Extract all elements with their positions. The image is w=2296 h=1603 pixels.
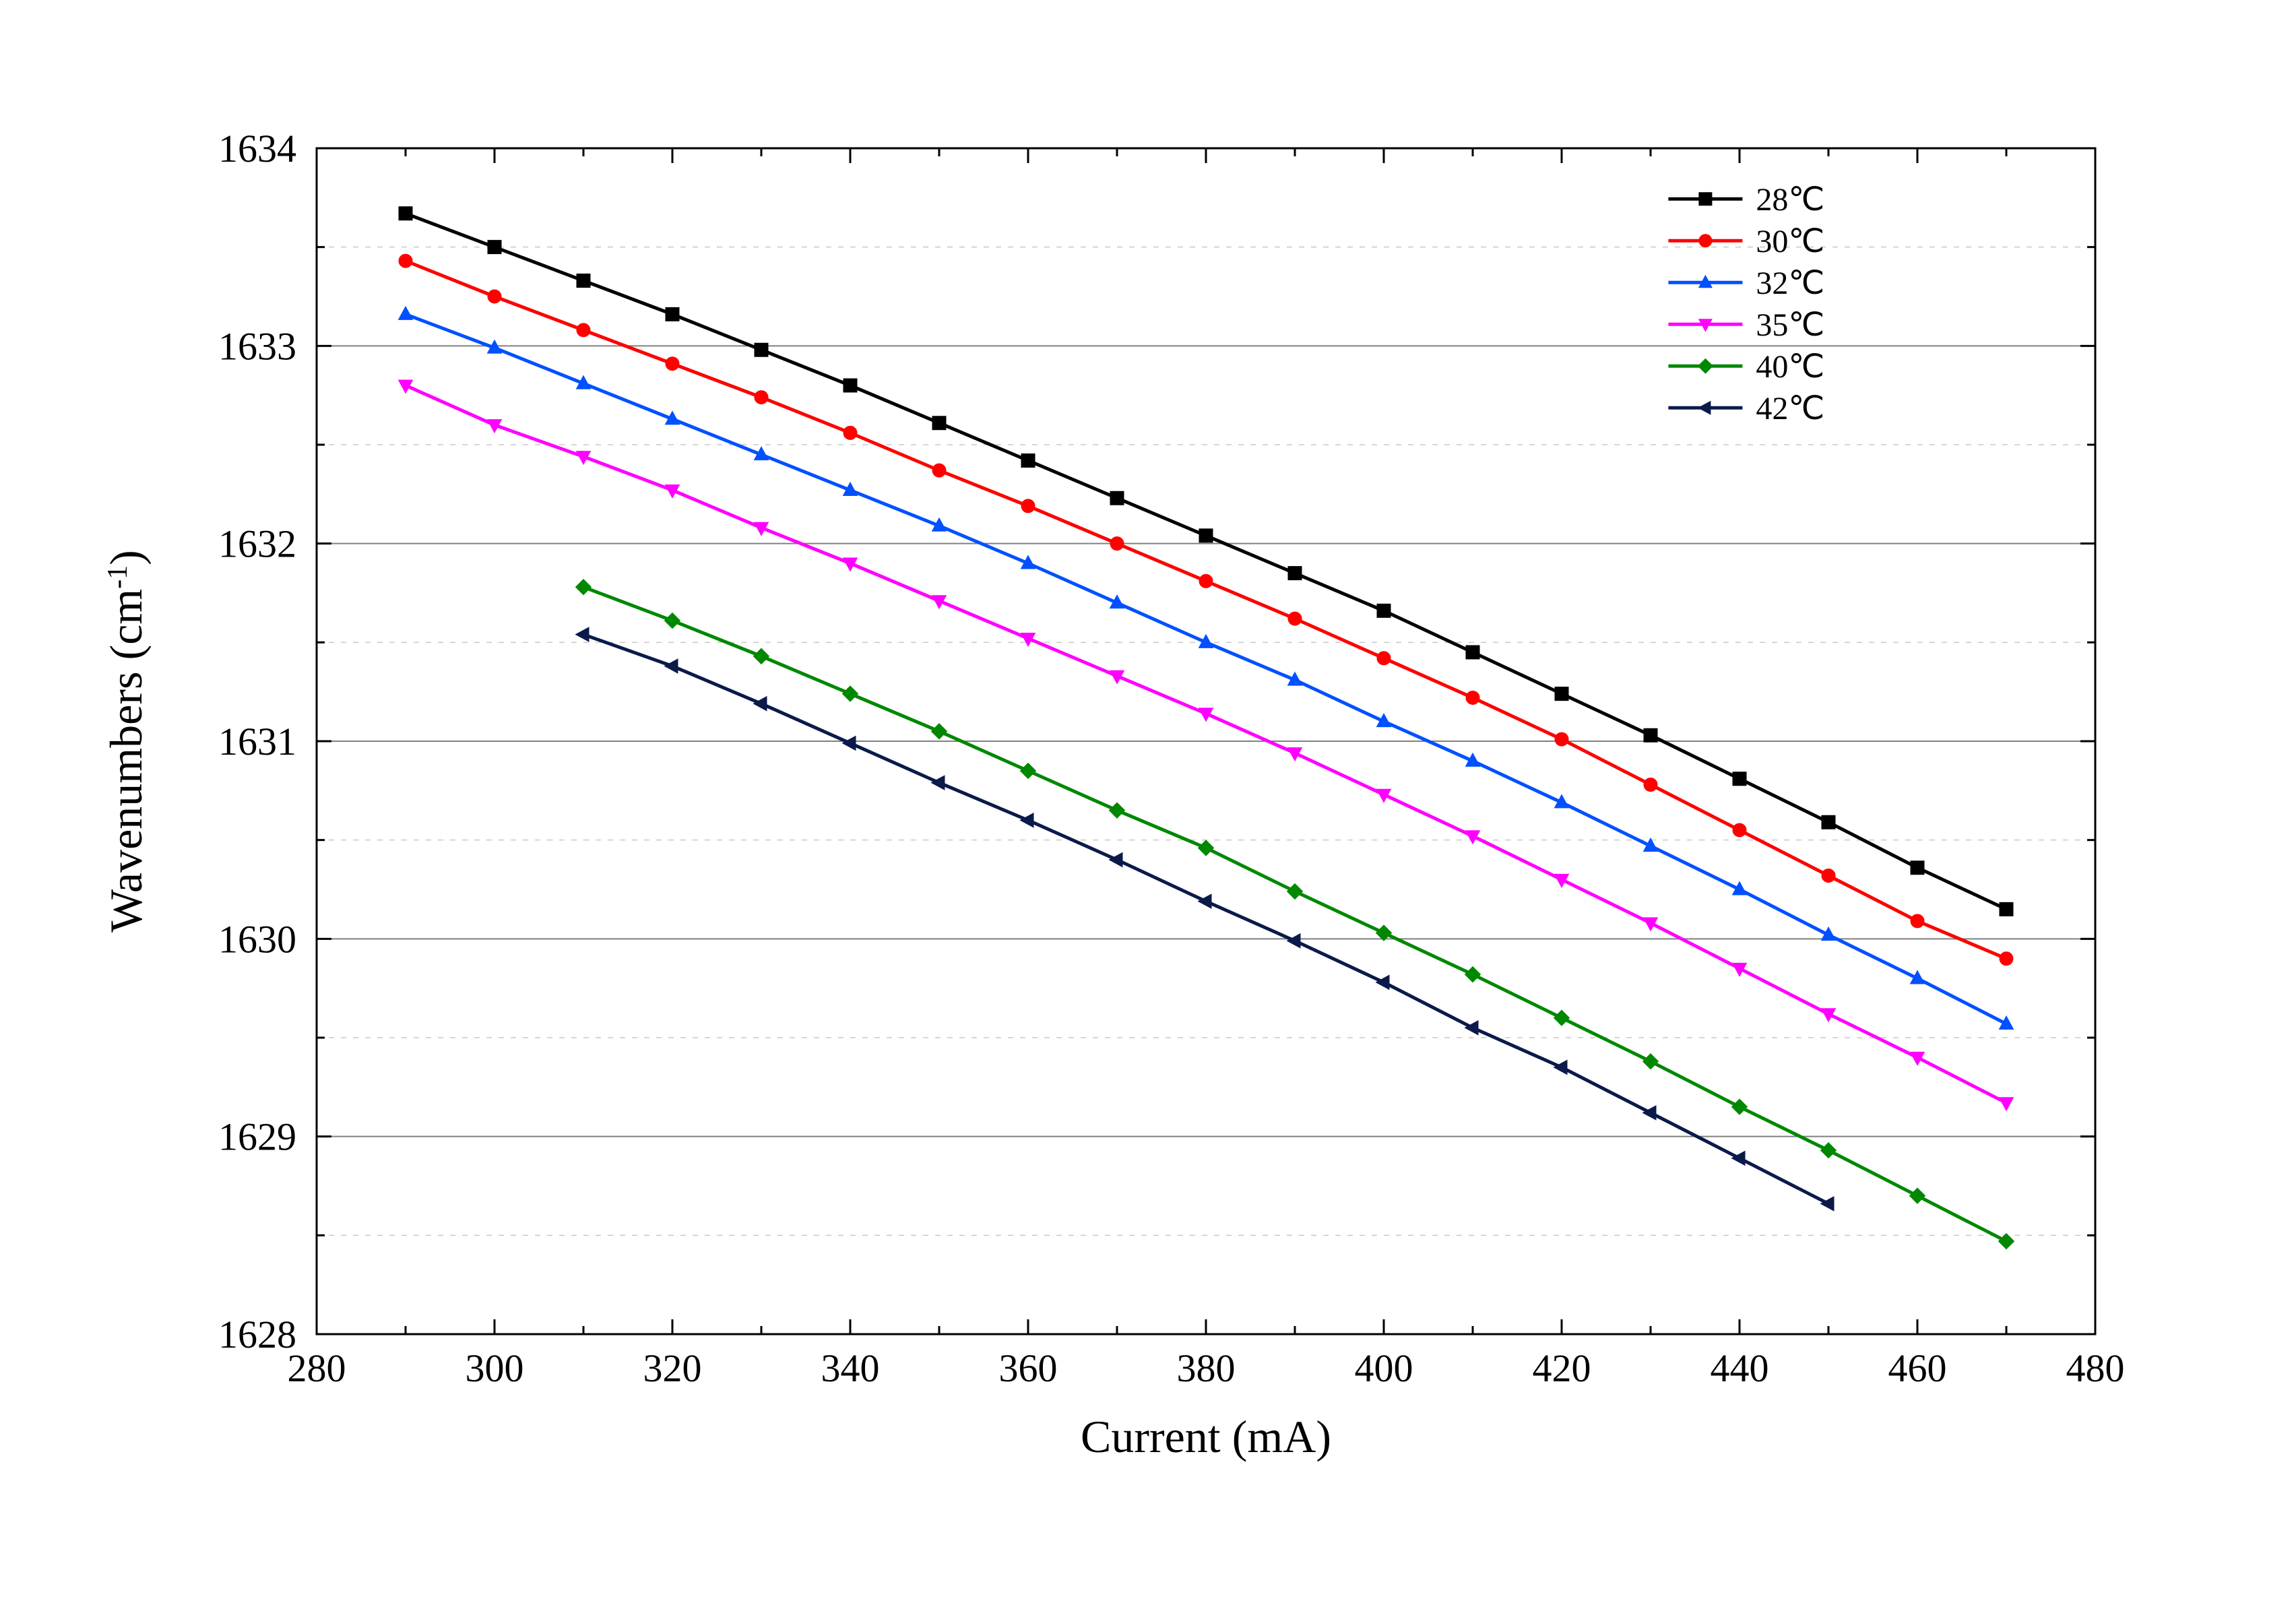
line-chart: 2803003203403603804004204404604801628162… (0, 0, 2296, 1603)
svg-text:400: 400 (1355, 1346, 1413, 1390)
svg-text:420: 420 (1533, 1346, 1591, 1390)
svg-text:1633: 1633 (218, 324, 296, 368)
svg-text:42℃: 42℃ (1756, 391, 1824, 427)
svg-text:1629: 1629 (218, 1115, 296, 1159)
svg-text:1631: 1631 (218, 720, 296, 763)
svg-text:360: 360 (999, 1346, 1058, 1390)
svg-text:Wavenumbers (cm-1): Wavenumbers (cm-1) (100, 550, 152, 933)
svg-text:30℃: 30℃ (1756, 224, 1824, 259)
svg-text:1630: 1630 (218, 917, 296, 961)
svg-text:480: 480 (2066, 1346, 2125, 1390)
chart-container: 2803003203403603804004204404604801628162… (0, 0, 2296, 1603)
svg-text:320: 320 (643, 1346, 702, 1390)
svg-text:300: 300 (466, 1346, 524, 1390)
svg-text:40℃: 40℃ (1756, 349, 1824, 385)
svg-text:28℃: 28℃ (1756, 182, 1824, 218)
svg-text:35℃: 35℃ (1756, 307, 1824, 343)
svg-text:380: 380 (1177, 1346, 1236, 1390)
svg-text:460: 460 (1888, 1346, 1947, 1390)
svg-text:1628: 1628 (218, 1313, 296, 1356)
svg-text:340: 340 (821, 1346, 880, 1390)
svg-text:Current (mA): Current (mA) (1081, 1411, 1331, 1462)
svg-text:440: 440 (1711, 1346, 1769, 1390)
svg-text:1632: 1632 (218, 522, 296, 566)
svg-text:32℃: 32℃ (1756, 265, 1824, 301)
svg-text:1634: 1634 (218, 127, 296, 170)
